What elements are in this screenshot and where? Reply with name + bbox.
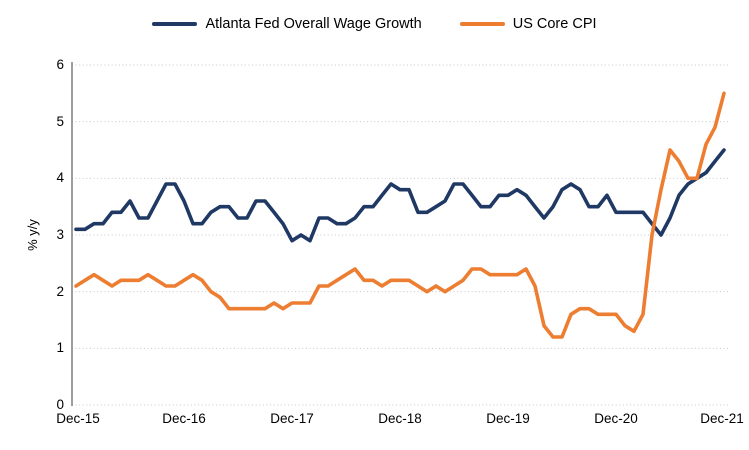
x-tick-dec21: Dec-21	[700, 411, 744, 426]
y-tick-6: 6	[56, 57, 64, 72]
legend-item-wage-growth: Atlanta Fed Overall Wage Growth	[152, 14, 422, 34]
x-tick-dec16: Dec-16	[162, 411, 206, 426]
series-line-wage-growth	[74, 148, 726, 243]
x-tick-dec20: Dec-20	[594, 411, 638, 426]
x-tick-dec18: Dec-18	[378, 411, 422, 426]
series-line-core-cpi	[74, 91, 726, 339]
chart-legend: Atlanta Fed Overall Wage Growth US Core …	[0, 13, 749, 35]
legend-label-core-cpi: US Core CPI	[512, 16, 597, 32]
y-tick-3: 3	[56, 227, 64, 242]
legend-item-core-cpi: US Core CPI	[459, 14, 597, 34]
wage-growth-line-swatch	[152, 21, 198, 27]
y-tick-2: 2	[56, 284, 64, 299]
x-tick-dec15: Dec-15	[56, 411, 100, 426]
y-tick-5: 5	[56, 114, 64, 129]
legend-label-wage-growth: Atlanta Fed Overall Wage Growth	[205, 16, 422, 32]
core-cpi-line-swatch	[459, 21, 505, 27]
x-tick-dec19: Dec-19	[486, 411, 530, 426]
y-tick-1: 1	[56, 340, 64, 355]
y-tick-0: 0	[56, 397, 64, 412]
y-tick-4: 4	[56, 170, 64, 185]
x-tick-dec17: Dec-17	[270, 411, 314, 426]
